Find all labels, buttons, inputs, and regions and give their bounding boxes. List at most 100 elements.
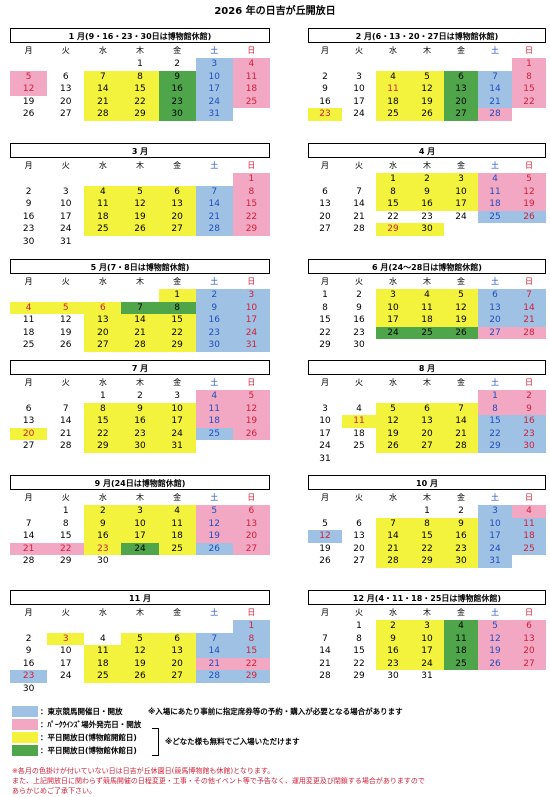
day: 15	[158, 314, 196, 327]
day: 12	[10, 83, 48, 96]
weekday: 月	[24, 608, 33, 617]
day: 8	[512, 70, 546, 83]
day: 15	[59, 531, 72, 541]
day: 26	[195, 542, 233, 555]
day: 7	[121, 301, 159, 314]
day: 22	[158, 326, 196, 339]
day: 24	[376, 326, 410, 339]
day: 25	[22, 340, 35, 350]
day: 28	[512, 326, 546, 339]
day: 13	[478, 301, 512, 314]
day: 17	[478, 530, 512, 543]
day: 18	[353, 428, 365, 439]
day: 12	[195, 517, 233, 530]
day: 29	[410, 555, 444, 568]
day: 29	[121, 108, 159, 121]
day: 13	[84, 314, 122, 327]
weekday: 月	[321, 608, 329, 617]
day: 16	[84, 530, 122, 543]
day: 26	[410, 108, 444, 121]
day: 28	[195, 223, 233, 236]
day: 15	[353, 646, 365, 656]
day: 3	[444, 173, 478, 186]
legend-label: ：ﾊﾟｰｸｳｲﾝｽﾞ場外発売日・開放	[40, 720, 142, 729]
day: 23	[158, 95, 196, 108]
day: 11	[22, 315, 35, 325]
day: 10	[478, 517, 512, 530]
day: 17	[232, 314, 270, 327]
day: 21	[195, 210, 233, 223]
day: 30	[97, 556, 109, 566]
weekday: 木	[423, 378, 431, 387]
day: 5	[478, 620, 512, 633]
day: 18	[84, 210, 122, 223]
day: 7	[512, 289, 546, 302]
day: 28	[22, 556, 35, 566]
weekday: 水	[389, 46, 397, 55]
day: 25	[410, 326, 444, 339]
weekday: 火	[355, 493, 363, 502]
day: 19	[121, 210, 159, 223]
day: 28	[353, 224, 365, 234]
day: 27	[158, 223, 196, 236]
legend-label: ：平日開放日(博物館休館日)	[40, 746, 137, 755]
day: 16	[22, 211, 35, 222]
day: 31	[478, 555, 512, 568]
day: 11	[342, 415, 376, 428]
day: 27	[478, 326, 512, 339]
day: 10	[444, 185, 478, 198]
weekday: 土	[491, 277, 499, 286]
day: 21	[319, 658, 331, 669]
weekday: 火	[61, 277, 70, 286]
day: 30	[387, 671, 399, 681]
day: 29	[478, 440, 512, 453]
day: 25	[158, 542, 196, 555]
day: 19	[376, 427, 410, 440]
day: 15	[512, 83, 546, 96]
day: 23	[353, 327, 365, 338]
weekday: 土	[491, 378, 499, 387]
day: 1	[356, 621, 362, 631]
day: 14	[59, 416, 72, 426]
day: 8	[158, 301, 196, 314]
weekday: 金	[457, 378, 465, 387]
day: 2	[356, 290, 362, 300]
weekday: 土	[210, 161, 219, 170]
day: 21	[478, 95, 512, 108]
day: 1	[322, 290, 328, 300]
weekday: 金	[457, 46, 465, 55]
day: 25	[84, 670, 122, 683]
day: 14	[512, 301, 546, 314]
day: 5	[232, 390, 270, 403]
day: 23	[195, 326, 233, 339]
day: 22	[232, 210, 270, 223]
month-title: 11 月	[10, 590, 270, 605]
day: 27	[444, 108, 478, 121]
legend-swatch	[12, 732, 38, 743]
weekday: 金	[173, 378, 182, 387]
day: 10	[410, 632, 444, 645]
day: 21	[512, 314, 546, 327]
day: 6	[62, 71, 69, 82]
day: 18	[84, 657, 122, 670]
weekday: 火	[61, 46, 70, 55]
weekday: 水	[98, 378, 107, 387]
day: 14	[444, 415, 478, 428]
weekday: 火	[355, 608, 363, 617]
day: 5	[322, 518, 328, 529]
day: 21	[444, 427, 478, 440]
day: 24	[232, 326, 270, 339]
day: 9	[158, 70, 196, 83]
weekday: 木	[135, 161, 144, 170]
day: 30	[410, 223, 444, 236]
day: 12	[444, 301, 478, 314]
weekday: 火	[61, 608, 70, 617]
day: 1	[99, 391, 106, 401]
day: 14	[353, 199, 365, 209]
day: 15	[319, 315, 331, 325]
day: 22	[84, 427, 122, 440]
day: 8	[232, 185, 270, 198]
brace	[152, 728, 159, 756]
day: 8	[121, 70, 159, 83]
